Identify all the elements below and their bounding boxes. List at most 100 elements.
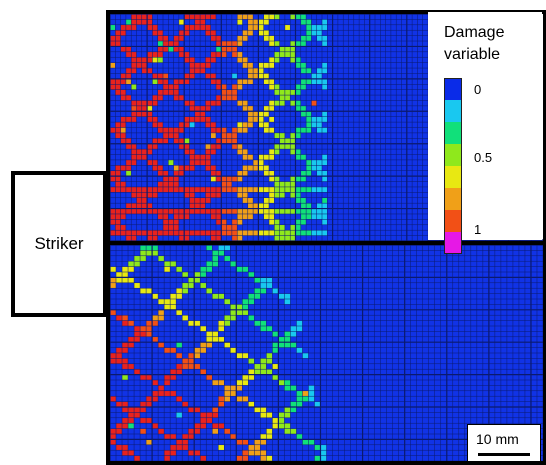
legend-swatch <box>444 122 462 144</box>
damaged-element <box>194 208 201 214</box>
damaged-element <box>242 100 248 106</box>
damaged-element <box>141 57 148 63</box>
damaged-element <box>253 24 259 31</box>
damaged-element <box>316 165 322 171</box>
damaged-element <box>306 230 312 236</box>
damaged-element <box>131 230 137 236</box>
damaged-element <box>247 154 254 160</box>
damaged-element <box>178 138 185 144</box>
damaged-element <box>311 24 317 31</box>
damaged-element <box>300 170 307 177</box>
damaged-element <box>178 35 185 42</box>
damaged-element <box>231 224 238 231</box>
damaged-element <box>216 186 222 193</box>
damaged-element <box>116 272 123 278</box>
damaged-element <box>136 19 142 25</box>
damaged-element <box>279 192 285 198</box>
damaged-element <box>290 230 296 236</box>
damaged-element <box>278 417 285 424</box>
damaged-element <box>176 396 183 402</box>
damaged-element <box>184 73 190 79</box>
damaged-element <box>164 266 171 272</box>
damaged-element <box>242 154 248 160</box>
damaged-element <box>131 14 137 20</box>
damaged-element <box>110 230 116 236</box>
legend-title-line-1: Damage <box>444 24 505 41</box>
damaged-element <box>141 100 148 106</box>
damaged-element <box>131 24 137 31</box>
damaged-element <box>152 293 159 299</box>
legend-tick-0: 0 <box>474 82 482 97</box>
damaged-element <box>206 417 213 424</box>
damaged-element <box>194 203 201 209</box>
damaged-element <box>221 89 227 96</box>
damaged-element <box>242 78 248 85</box>
damaged-element <box>200 342 207 348</box>
damaged-element <box>322 159 328 166</box>
damaged-element <box>178 19 185 25</box>
damaged-element <box>200 159 206 166</box>
legend-swatch <box>444 210 462 232</box>
damaged-element <box>226 89 232 96</box>
damaged-element <box>158 385 165 391</box>
damaged-element <box>274 143 280 150</box>
damaged-element <box>125 159 132 166</box>
damaged-element <box>140 374 147 380</box>
damaged-element <box>274 41 280 47</box>
damaged-element <box>157 95 163 101</box>
damaged-element <box>230 304 237 310</box>
damaged-element <box>221 224 227 231</box>
damaged-element <box>163 132 169 139</box>
damaged-element <box>147 203 153 209</box>
damaged-element <box>136 208 142 214</box>
damaged-element <box>131 192 137 198</box>
damaged-element <box>189 68 195 74</box>
damaged-element <box>269 41 275 47</box>
damaged-element <box>184 230 190 236</box>
damaged-element <box>176 369 183 375</box>
damaged-element <box>152 380 159 386</box>
damaged-element <box>284 208 291 214</box>
damaged-element <box>269 213 275 220</box>
damaged-element <box>300 68 307 74</box>
damaged-element <box>157 41 163 47</box>
damaged-element <box>131 208 137 214</box>
damaged-element <box>176 444 183 451</box>
damaged-element <box>279 46 285 52</box>
damaged-element <box>221 138 227 144</box>
damaged-element <box>311 208 317 214</box>
damaged-element <box>248 272 255 278</box>
damaged-element <box>189 192 195 198</box>
damaged-element <box>224 299 231 305</box>
damaged-element <box>237 127 243 133</box>
damaged-element <box>128 277 135 283</box>
damaged-element <box>274 132 280 139</box>
damaged-element <box>163 46 169 52</box>
damaged-element <box>279 95 285 101</box>
damaged-element <box>284 186 291 193</box>
damaged-element <box>136 62 142 69</box>
damaged-element <box>284 138 291 144</box>
damaged-element <box>189 230 195 236</box>
damaged-element <box>168 219 174 225</box>
damaged-element <box>295 105 301 112</box>
damaged-element <box>269 186 275 193</box>
damaged-element <box>157 213 163 220</box>
damaged-element <box>311 100 317 106</box>
damaged-element <box>218 326 225 332</box>
damaged-element <box>125 143 132 150</box>
damaged-element <box>274 51 280 58</box>
damaged-element <box>147 116 153 123</box>
damaged-element <box>314 401 321 407</box>
damaged-element <box>147 51 153 58</box>
damaged-element <box>263 62 269 69</box>
damaged-element <box>170 369 177 375</box>
damaged-element <box>158 299 165 305</box>
damaged-element <box>206 245 213 251</box>
damaged-element <box>212 255 219 262</box>
damaged-element <box>242 353 249 359</box>
damaged-element <box>158 309 165 316</box>
damaged-element <box>170 444 177 451</box>
damaged-element <box>163 127 169 133</box>
damaged-element <box>311 213 317 220</box>
